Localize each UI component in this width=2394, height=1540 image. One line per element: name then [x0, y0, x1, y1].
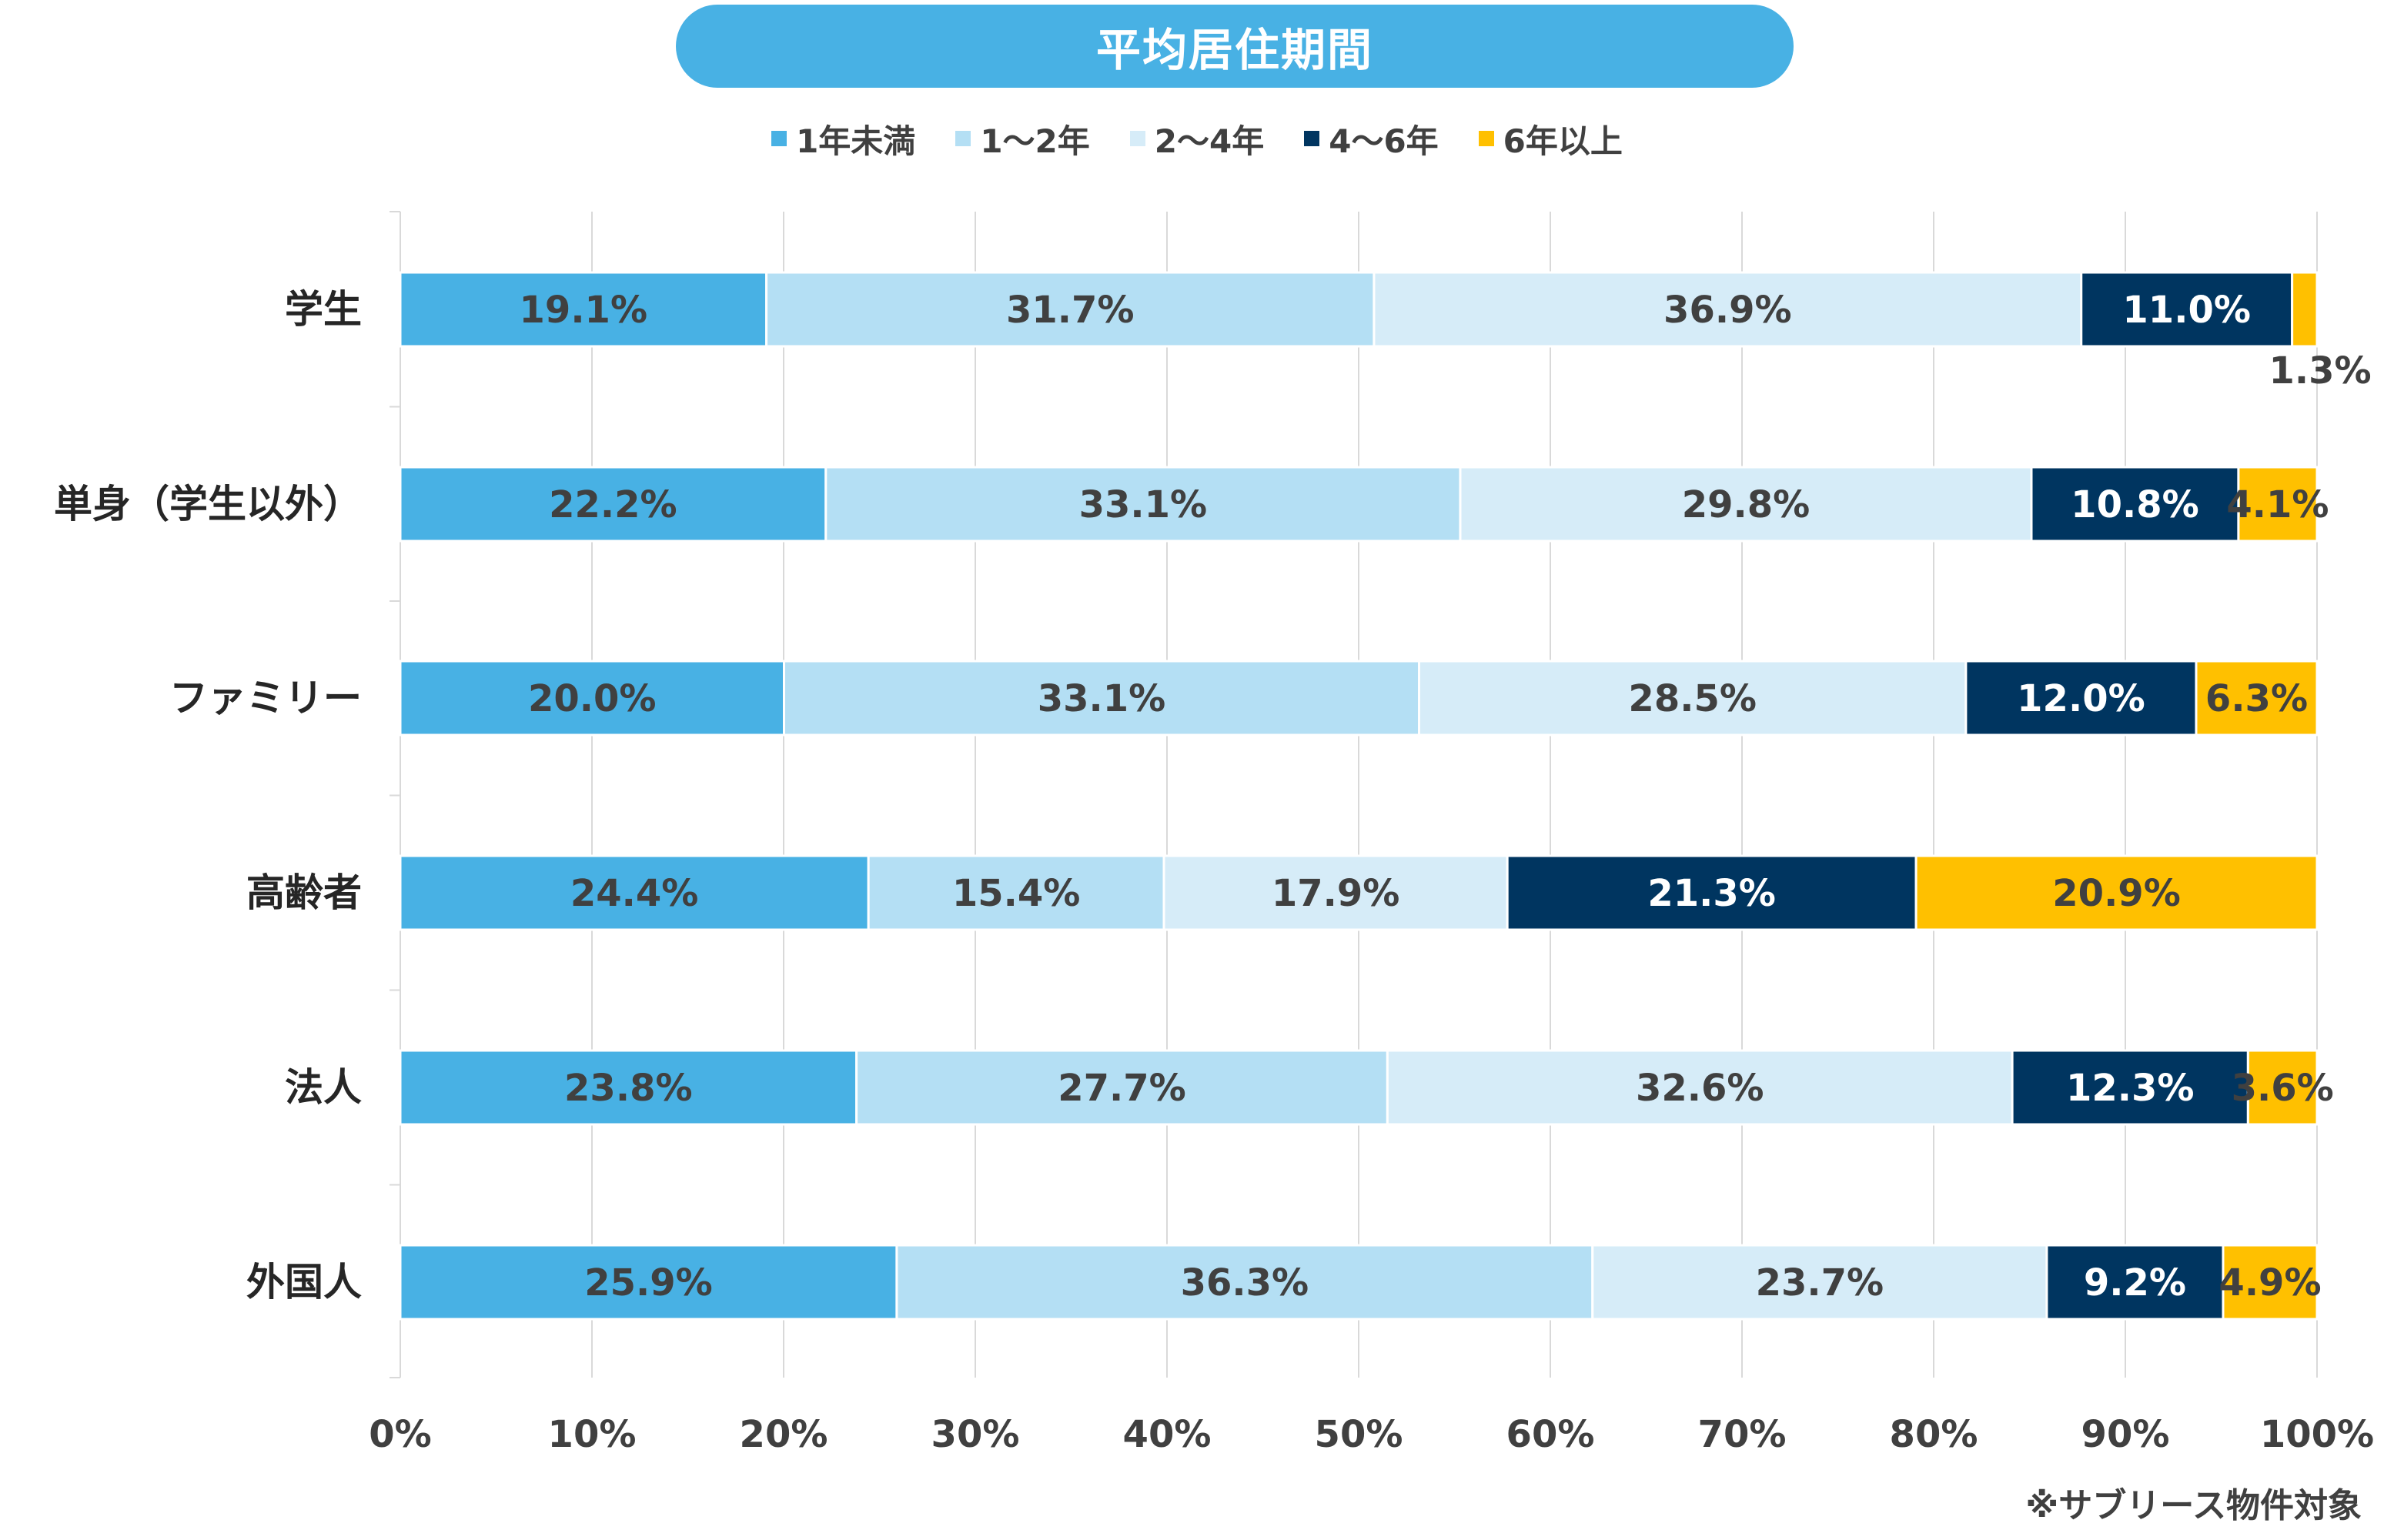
bar-segment	[1914, 854, 2319, 931]
legend-item: 2～4年	[1129, 115, 1265, 162]
bar-segment	[399, 854, 870, 931]
bar-segment	[782, 660, 1421, 737]
legend-swatch	[1129, 131, 1145, 146]
legend-item: 4～6年	[1304, 115, 1439, 162]
data-label: 1.3%	[2269, 349, 2371, 393]
category-label: 外国人	[246, 1260, 362, 1304]
bar-segment	[824, 466, 1462, 543]
bar-segment	[2222, 1244, 2319, 1321]
legend: 1年未満 1～2年 2～4年 4～6年 6年以上	[0, 115, 2394, 162]
data-label: 12.3%	[2066, 1067, 2195, 1110]
data-label: 25.9%	[584, 1261, 713, 1304]
bar-segment	[399, 660, 785, 737]
legend-item: 1年未満	[771, 115, 915, 162]
data-label: 32.6%	[1636, 1067, 1764, 1110]
data-label: 20.9%	[2052, 872, 2181, 915]
bar-segment	[1162, 854, 1509, 931]
legend-swatch	[771, 131, 787, 146]
legend-item: 1～2年	[955, 115, 1090, 162]
data-label: 10.8%	[2071, 483, 2199, 526]
data-label: 36.9%	[1663, 289, 1792, 332]
data-label: 20.0%	[528, 677, 657, 720]
category-label: 学生	[285, 287, 362, 332]
data-label: 22.2%	[549, 483, 677, 526]
legend-label: 4～6年	[1329, 122, 1439, 160]
bar-segment	[399, 1244, 898, 1321]
data-label: 3.6%	[2232, 1067, 2334, 1110]
x-tick-label: 20%	[740, 1413, 828, 1456]
bar-segment	[2045, 1244, 2225, 1321]
category-label: 単身（学生以外）	[54, 482, 362, 526]
legend-swatch	[1304, 131, 1320, 146]
x-tick-label: 100%	[2260, 1413, 2374, 1456]
bar-segment	[399, 466, 828, 543]
bar-segment	[399, 1049, 858, 1126]
bar-segment	[1459, 466, 2033, 543]
data-label: 21.3%	[1647, 872, 1776, 915]
bar-segment	[1506, 854, 1918, 931]
bar-segment	[867, 854, 1165, 931]
footnote: ※サブリース物件対象	[2025, 1486, 2362, 1525]
x-tick-label: 10%	[548, 1413, 637, 1456]
data-label: 36.3%	[1181, 1261, 1309, 1304]
data-label: 23.7%	[1756, 1261, 1884, 1304]
bar-segment	[2291, 271, 2319, 348]
legend-label: 1年未満	[796, 122, 916, 160]
legend-label: 1～2年	[980, 122, 1090, 160]
data-label: 28.5%	[1628, 677, 1757, 720]
legend-item: 6年以上	[1478, 115, 1623, 162]
x-tick-label: 50%	[1315, 1413, 1403, 1456]
data-label: 33.1%	[1079, 483, 1208, 526]
data-label: 33.1%	[1038, 677, 1166, 720]
legend-label: 6年以上	[1503, 122, 1623, 160]
category-label: 法人	[285, 1065, 362, 1110]
data-label: 19.1%	[520, 289, 648, 332]
bar-segment	[895, 1244, 1594, 1321]
data-label: 15.4%	[952, 872, 1081, 915]
bar-segment	[399, 271, 768, 348]
data-label: 23.8%	[564, 1067, 693, 1110]
x-tick-label: 40%	[1123, 1413, 1212, 1456]
bar-segment	[1418, 660, 1968, 737]
data-label: 4.9%	[2218, 1261, 2321, 1304]
legend-label: 2～4年	[1154, 122, 1265, 160]
data-label: 29.8%	[1682, 483, 1811, 526]
x-tick-label: 30%	[931, 1413, 1020, 1456]
data-label: 24.4%	[570, 872, 699, 915]
bar-segment	[2246, 1049, 2319, 1126]
bar-segment	[1964, 660, 2198, 737]
data-label: 27.7%	[1058, 1067, 1186, 1110]
data-label: 9.2%	[2084, 1261, 2186, 1304]
bar-segment	[1386, 1049, 2014, 1126]
x-tick-label: 0%	[369, 1413, 432, 1456]
data-label: 6.3%	[2205, 677, 2308, 720]
x-tick-label: 60%	[1506, 1413, 1595, 1456]
data-label: 11.0%	[2122, 289, 2251, 332]
bar-segment	[2195, 660, 2319, 737]
x-tick-label: 70%	[1698, 1413, 1787, 1456]
data-label: 4.1%	[2226, 483, 2329, 526]
legend-swatch	[1478, 131, 1494, 146]
x-tick-label: 90%	[2081, 1413, 2170, 1456]
legend-swatch	[955, 131, 971, 146]
category-label: 高齢者	[246, 870, 362, 915]
data-label: 17.9%	[1272, 872, 1400, 915]
data-label: 12.0%	[2017, 677, 2145, 720]
x-tick-label: 80%	[1890, 1413, 1978, 1456]
category-label: ファミリー	[169, 676, 362, 720]
data-label: 31.7%	[1006, 289, 1135, 332]
bar-segment	[2237, 466, 2319, 543]
bar-segment	[1373, 271, 2083, 348]
chart-title: 平均居住期間	[676, 5, 1794, 88]
bar-segment	[2030, 466, 2240, 543]
